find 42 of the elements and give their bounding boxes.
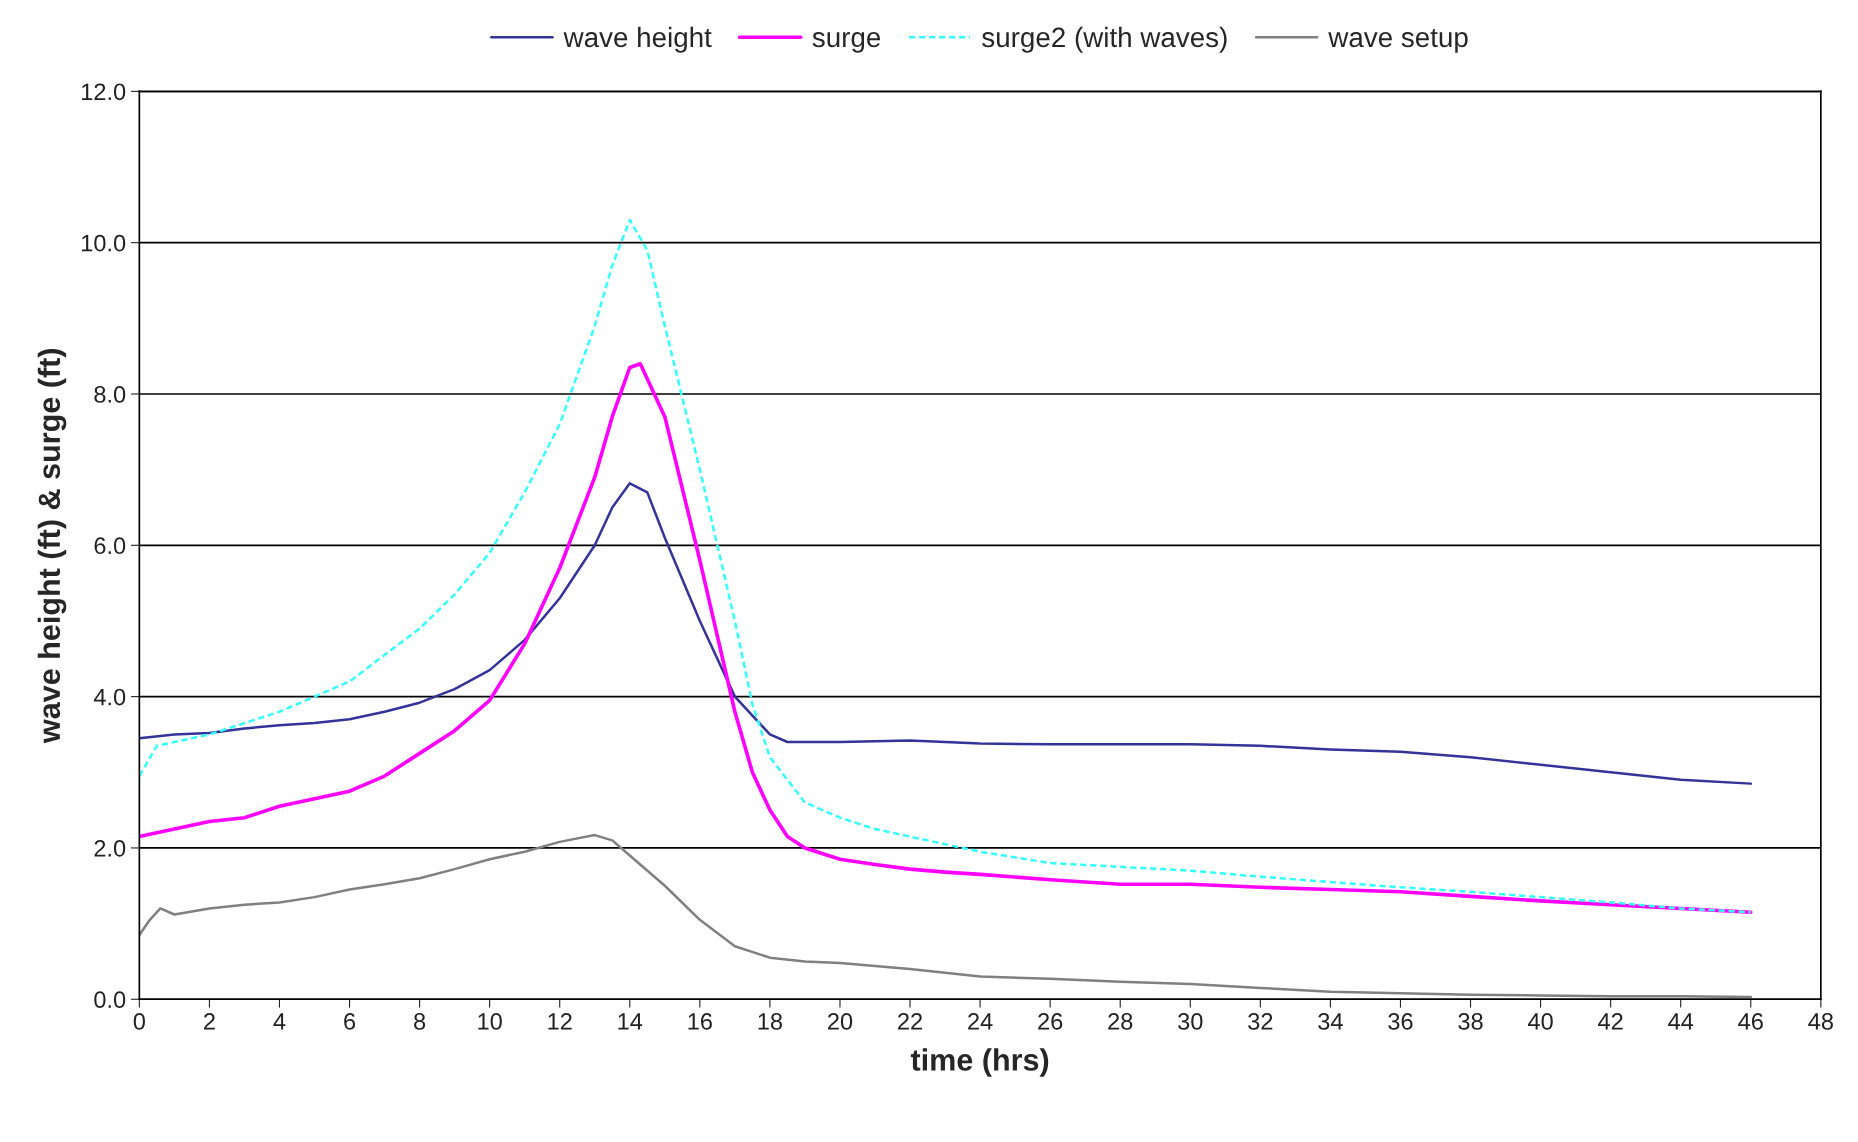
y-tick-label: 6.0 — [94, 537, 126, 555]
legend-label: surge — [812, 32, 881, 53]
x-tick-label: 0 — [133, 1013, 145, 1030]
y-tick-label: 4.0 — [93, 688, 126, 706]
x-tick-label: 40 — [1528, 1013, 1553, 1030]
x-tick-label: 16 — [688, 1013, 712, 1030]
legend-label: surge2 (with waves) — [982, 26, 1227, 53]
x-tick-label: 14 — [618, 1013, 643, 1030]
x-tick-label: 46 — [1738, 1013, 1763, 1030]
x-tick-label: 2 — [204, 1013, 215, 1030]
x-tick-label: 12 — [548, 1013, 572, 1030]
line-series — [139, 482, 1753, 785]
x-tick-label: 44 — [1668, 1013, 1694, 1030]
x-tick-label: 24 — [968, 1013, 993, 1030]
x-tick-label: 30 — [1178, 1013, 1203, 1030]
x-tick-label: 26 — [1038, 1013, 1063, 1030]
x-tick-label: 34 — [1318, 1013, 1343, 1030]
x-tick-label: 32 — [1248, 1013, 1273, 1030]
x-tick-label: 10 — [478, 1013, 502, 1030]
y-tick-label: 8.0 — [94, 386, 126, 403]
x-axis-title: time (hrs) — [910, 1048, 1049, 1077]
y-tick-label: 2.0 — [94, 840, 126, 857]
x-tick-label: 6 — [344, 1013, 356, 1030]
y-axis-title: wave height (ft) & surge (ft) — [37, 349, 67, 744]
x-tick-label: 36 — [1388, 1013, 1413, 1030]
x-tick-label: 18 — [758, 1013, 783, 1030]
x-tick-label: 42 — [1598, 1013, 1623, 1030]
y-tick-label: 0.0 — [94, 991, 126, 1009]
legend-label: wave height — [563, 26, 712, 53]
x-tick-label: 38 — [1458, 1013, 1483, 1030]
y-tick-label: 12.0 — [82, 83, 126, 101]
legend-label: wave setup — [1328, 29, 1468, 53]
x-tick-label: 8 — [414, 1013, 426, 1030]
line-series — [139, 361, 1753, 915]
y-tick-label: 10.0 — [82, 234, 126, 252]
line-series — [139, 218, 1753, 914]
x-tick-label: 48 — [1808, 1013, 1833, 1030]
x-tick-label: 20 — [828, 1013, 853, 1030]
x-tick-label: 4 — [273, 1013, 286, 1030]
line-series — [139, 833, 1753, 999]
x-tick-label: 28 — [1108, 1013, 1133, 1030]
x-tick-label: 22 — [898, 1013, 922, 1030]
